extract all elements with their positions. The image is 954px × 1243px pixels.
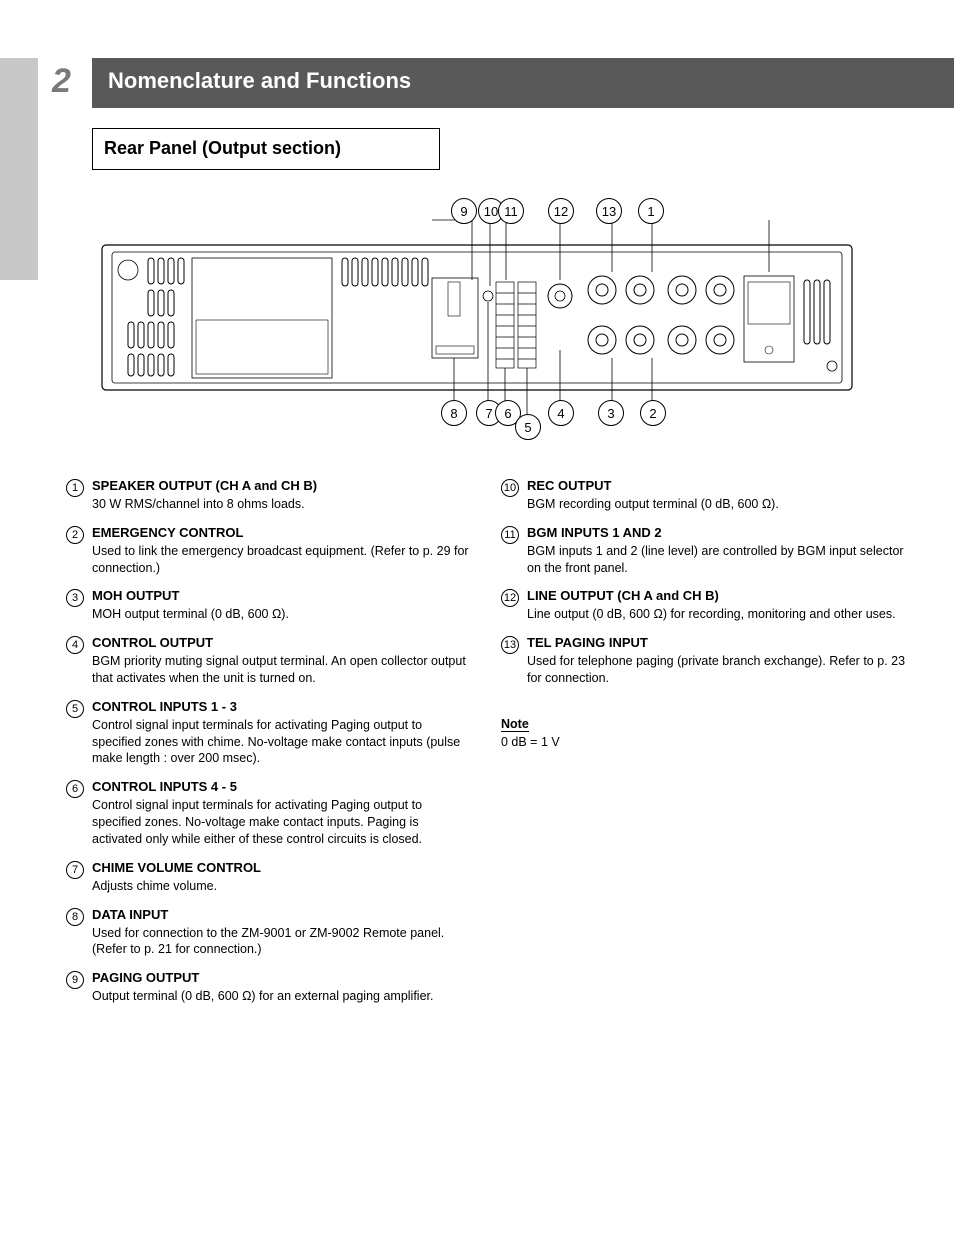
item-num-9: 9 [66, 971, 84, 989]
item-6: 6 CONTROL INPUTS 4 - 5 Control signal in… [66, 779, 471, 848]
callout-5: 5 [515, 414, 541, 440]
item-4: 4 CONTROL OUTPUT BGM priority muting sig… [66, 635, 471, 687]
item-num-5: 5 [66, 700, 84, 718]
item-desc-7: Adjusts chime volume. [92, 878, 471, 895]
callout-3: 3 [598, 400, 624, 426]
left-column: 1 SPEAKER OUTPUT (CH A and CH B) 30 W RM… [66, 478, 471, 1017]
item-desc-1: 30 W RMS/channel into 8 ohms loads. [92, 496, 471, 513]
section-title: Nomenclature and Functions [108, 68, 411, 94]
item-num-12: 12 [501, 589, 519, 607]
item-desc-3: MOH output terminal (0 dB, 600 Ω). [92, 606, 471, 623]
item-7: 7 CHIME VOLUME CONTROL Adjusts chime vol… [66, 860, 471, 895]
item-num-6: 6 [66, 780, 84, 798]
rear-panel-diagram [92, 190, 862, 440]
item-title-7: CHIME VOLUME CONTROL [92, 860, 471, 877]
item-title-5: CONTROL INPUTS 1 - 3 [92, 699, 471, 716]
item-13: 13 TEL PAGING INPUT Used for telephone p… [501, 635, 906, 687]
item-title-11: BGM INPUTS 1 AND 2 [527, 525, 906, 542]
item-2: 2 EMERGENCY CONTROL Used to link the eme… [66, 525, 471, 577]
item-3: 3 MOH OUTPUT MOH output terminal (0 dB, … [66, 588, 471, 623]
callout-4: 4 [548, 400, 574, 426]
right-column: 10 REC OUTPUT BGM recording output termi… [501, 478, 906, 1017]
item-num-10: 10 [501, 479, 519, 497]
definitions-columns: 1 SPEAKER OUTPUT (CH A and CH B) 30 W RM… [66, 478, 906, 1017]
section-number: 2 [52, 62, 71, 101]
callout-11: 11 [498, 198, 524, 224]
item-num-7: 7 [66, 861, 84, 879]
item-11: 11 BGM INPUTS 1 AND 2 BGM inputs 1 and 2… [501, 525, 906, 577]
item-num-3: 3 [66, 589, 84, 607]
note-text: 0 dB = 1 V [501, 734, 906, 751]
item-12: 12 LINE OUTPUT (CH A and CH B) Line outp… [501, 588, 906, 623]
callout-1: 1 [638, 198, 664, 224]
item-title-3: MOH OUTPUT [92, 588, 471, 605]
item-num-13: 13 [501, 636, 519, 654]
item-5: 5 CONTROL INPUTS 1 - 3 Control signal in… [66, 699, 471, 768]
item-8: 8 DATA INPUT Used for connection to the … [66, 907, 471, 959]
item-desc-10: BGM recording output terminal (0 dB, 600… [527, 496, 906, 513]
item-desc-6: Control signal input terminals for activ… [92, 797, 471, 848]
item-1: 1 SPEAKER OUTPUT (CH A and CH B) 30 W RM… [66, 478, 471, 513]
callout-8: 8 [441, 400, 467, 426]
item-desc-5: Control signal input terminals for activ… [92, 717, 471, 768]
callout-2: 2 [640, 400, 666, 426]
note-block: Note 0 dB = 1 V [501, 699, 906, 751]
item-num-2: 2 [66, 526, 84, 544]
item-title-1: SPEAKER OUTPUT (CH A and CH B) [92, 478, 471, 495]
item-desc-9: Output terminal (0 dB, 600 Ω) for an ext… [92, 988, 471, 1005]
callout-9: 9 [451, 198, 477, 224]
callout-13: 13 [596, 198, 622, 224]
callout-12: 12 [548, 198, 574, 224]
item-title-6: CONTROL INPUTS 4 - 5 [92, 779, 471, 796]
item-num-8: 8 [66, 908, 84, 926]
item-desc-4: BGM priority muting signal output termin… [92, 653, 471, 687]
item-desc-13: Used for telephone paging (private branc… [527, 653, 906, 687]
subtitle: Rear Panel (Output section) [104, 138, 341, 159]
item-desc-11: BGM inputs 1 and 2 (line level) are cont… [527, 543, 906, 577]
item-title-12: LINE OUTPUT (CH A and CH B) [527, 588, 906, 605]
item-desc-2: Used to link the emergency broadcast equ… [92, 543, 471, 577]
item-title-9: PAGING OUTPUT [92, 970, 471, 987]
item-title-10: REC OUTPUT [527, 478, 906, 495]
item-num-11: 11 [501, 526, 519, 544]
item-10: 10 REC OUTPUT BGM recording output termi… [501, 478, 906, 513]
item-desc-8: Used for connection to the ZM-9001 or ZM… [92, 925, 471, 959]
note-label: Note [501, 717, 529, 732]
item-title-13: TEL PAGING INPUT [527, 635, 906, 652]
item-title-8: DATA INPUT [92, 907, 471, 924]
item-num-1: 1 [66, 479, 84, 497]
item-title-4: CONTROL OUTPUT [92, 635, 471, 652]
item-num-4: 4 [66, 636, 84, 654]
item-9: 9 PAGING OUTPUT Output terminal (0 dB, 6… [66, 970, 471, 1005]
item-title-2: EMERGENCY CONTROL [92, 525, 471, 542]
item-desc-12: Line output (0 dB, 600 Ω) for recording,… [527, 606, 906, 623]
side-tab [0, 58, 38, 280]
